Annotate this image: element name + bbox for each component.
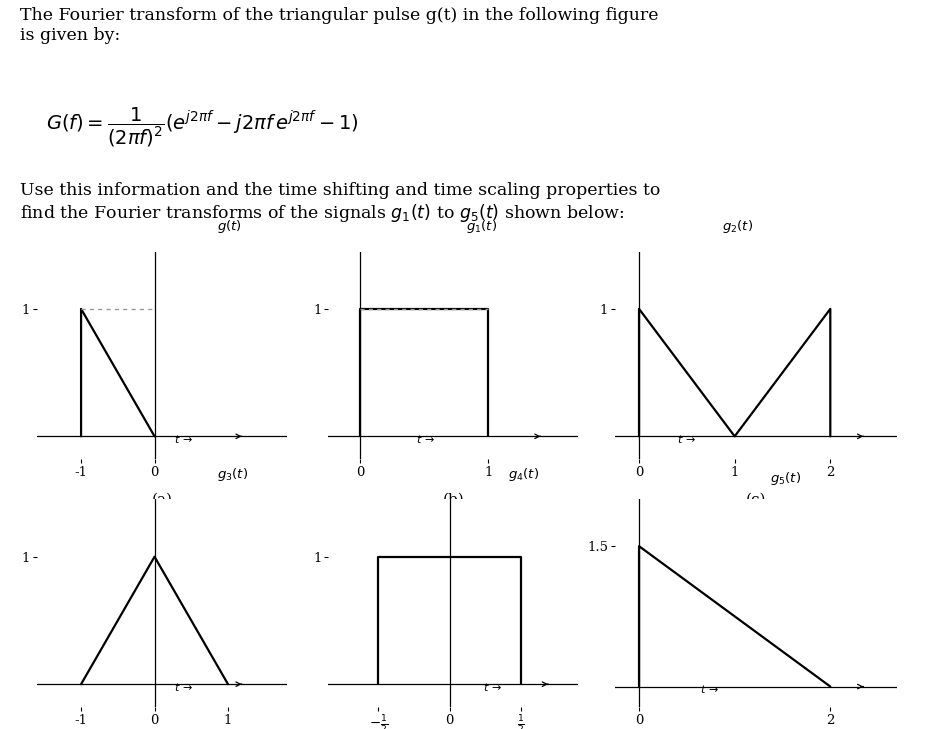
Text: $g_3(t)$: $g_3(t)$ (216, 466, 248, 483)
Text: Use this information and the time shifting and time scaling properties to
find t: Use this information and the time shifti… (20, 182, 660, 224)
Text: $g_4(t)$: $g_4(t)$ (508, 466, 539, 483)
Text: (a): (a) (152, 493, 172, 507)
Text: $t\,\rightarrow$: $t\,\rightarrow$ (700, 682, 719, 695)
Text: (b): (b) (442, 493, 464, 507)
Text: (c): (c) (746, 493, 767, 507)
Text: $g_2(t)$: $g_2(t)$ (722, 218, 753, 235)
Text: $g(t)$: $g(t)$ (216, 218, 241, 235)
Text: $t\,\rightarrow$: $t\,\rightarrow$ (174, 433, 193, 445)
Text: $t\,\rightarrow$: $t\,\rightarrow$ (677, 433, 697, 445)
Text: $G(f) = \dfrac{1}{(2\pi f)^2}(e^{j2\pi f} - j2\pi f\,e^{j2\pi f} - 1)$: $G(f) = \dfrac{1}{(2\pi f)^2}(e^{j2\pi f… (46, 105, 359, 149)
Text: $g_1(t)$: $g_1(t)$ (466, 218, 497, 235)
Text: $g_5(t)$: $g_5(t)$ (771, 470, 801, 487)
Text: $t\,\rightarrow$: $t\,\rightarrow$ (174, 681, 193, 693)
Text: The Fourier transform of the triangular pulse g(t) in the following figure
is gi: The Fourier transform of the triangular … (20, 7, 659, 44)
Text: $t\,\rightarrow$: $t\,\rightarrow$ (483, 681, 502, 693)
Text: $t\,\rightarrow$: $t\,\rightarrow$ (416, 433, 435, 445)
